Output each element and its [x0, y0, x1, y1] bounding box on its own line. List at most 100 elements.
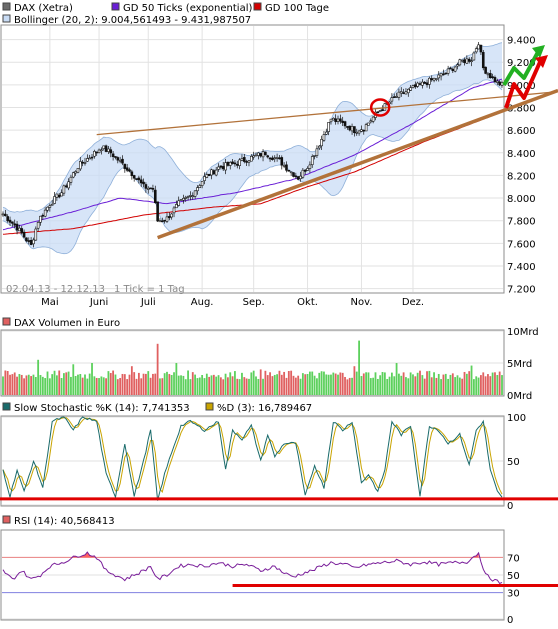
candle-body [118, 159, 122, 162]
candle-body [193, 190, 197, 197]
candle-body [235, 164, 239, 166]
y-tick-label: 8.200 [507, 171, 536, 182]
candle-body [207, 173, 211, 177]
volume-bar [63, 373, 65, 395]
candle-body [423, 81, 426, 84]
red-zigzag-arrow [504, 61, 542, 109]
x-tick-label: Okt. [297, 297, 318, 308]
candle-body [15, 223, 19, 231]
volume-bar [414, 376, 417, 395]
volume-bar [173, 372, 175, 395]
volume-bar [65, 372, 68, 395]
volume-bar [227, 377, 229, 395]
volume-tick-label: 10Mrd [507, 327, 539, 338]
volume-bar [234, 371, 236, 395]
candle-body [446, 68, 450, 74]
rsi-tick-label: 50 [507, 571, 520, 582]
rsi-layer [2, 551, 503, 585]
volume-bar [145, 373, 147, 395]
volume-bar [351, 377, 353, 395]
candle-body [50, 203, 54, 206]
volume-bar [88, 373, 91, 395]
volume-bar [105, 378, 107, 395]
candle-body [107, 148, 110, 152]
volume-bar [248, 378, 250, 395]
candle-body [79, 161, 82, 170]
legend-swatch-gd100 [253, 2, 262, 11]
volume-bar [16, 376, 18, 395]
volume-bar [60, 378, 63, 395]
volume-bar [121, 373, 124, 395]
volume-bar [152, 373, 154, 395]
candle-body [460, 59, 464, 62]
legend-bollinger: Bollinger (20, 2): 9.004,561493 - 9.431,… [14, 15, 251, 26]
candle-body [303, 169, 307, 172]
candle-body [430, 78, 434, 81]
candle-body [161, 220, 164, 223]
red-arrow-head [535, 55, 548, 68]
volume-bar [412, 374, 414, 395]
candle-body [114, 156, 117, 158]
candle-body [458, 59, 462, 66]
volume-bar [480, 375, 482, 395]
volume-bar [271, 376, 274, 395]
candle-body [20, 228, 24, 234]
candle-body [296, 176, 300, 180]
candle-body [100, 149, 103, 152]
candle-body [428, 77, 431, 85]
candle-body [498, 81, 501, 86]
candle-body [240, 158, 244, 161]
candle-body [137, 177, 141, 181]
candle-body [111, 153, 115, 157]
candle-body [55, 193, 59, 198]
candle-body [149, 187, 152, 190]
candle-body [177, 200, 181, 206]
volume-bar [212, 374, 215, 395]
candle-body [273, 157, 277, 160]
volume-bar [236, 378, 239, 395]
volume-bar [114, 374, 117, 395]
candle-body [392, 96, 396, 98]
volume-bar [187, 370, 189, 395]
volume-bar [360, 376, 363, 395]
candle-body [463, 59, 466, 63]
candle-body [224, 162, 227, 171]
volume-bar [273, 374, 276, 395]
tick-labels-layer: Mai Juni Juli Aug. Sep. Okt. Nov. Dez. 7.200 7.40… [41, 36, 539, 626]
volume-bar [70, 376, 72, 395]
candle-body [346, 126, 349, 128]
volume-bar [149, 377, 152, 395]
volume-bar [67, 371, 70, 395]
candle-body [343, 121, 347, 127]
volume-bar [276, 374, 278, 395]
candle-body [243, 157, 246, 162]
volume-bar [250, 372, 253, 395]
volume-bar [219, 377, 222, 395]
volume-bar [53, 370, 56, 395]
candle-body [221, 166, 225, 170]
volume-bar [501, 375, 503, 395]
volume-bar [100, 376, 103, 395]
candle-body [467, 58, 471, 62]
candle-body [348, 125, 352, 131]
y-tick-label: 7.200 [507, 285, 536, 296]
candle-body [406, 88, 410, 94]
volume-bar [81, 377, 84, 395]
y-tick-label: 7.600 [507, 239, 536, 250]
volume-bar [25, 375, 28, 395]
x-tick-label: Sep. [243, 297, 265, 308]
candle-body [472, 52, 476, 61]
volume-bar [372, 377, 375, 395]
candle-body [282, 164, 286, 167]
rsi-line [2, 551, 503, 585]
candle-body [416, 82, 419, 87]
volume-bar [393, 376, 396, 395]
volume-bar [423, 378, 426, 395]
candle-body [442, 73, 445, 76]
stochastic-tick-label: 0 [507, 501, 513, 512]
stochastic-k-line [2, 416, 503, 501]
legend-swatch-stoch-d [205, 402, 214, 411]
volume-bar [243, 377, 246, 395]
volume-bar [119, 378, 122, 395]
candle-body [439, 73, 443, 77]
